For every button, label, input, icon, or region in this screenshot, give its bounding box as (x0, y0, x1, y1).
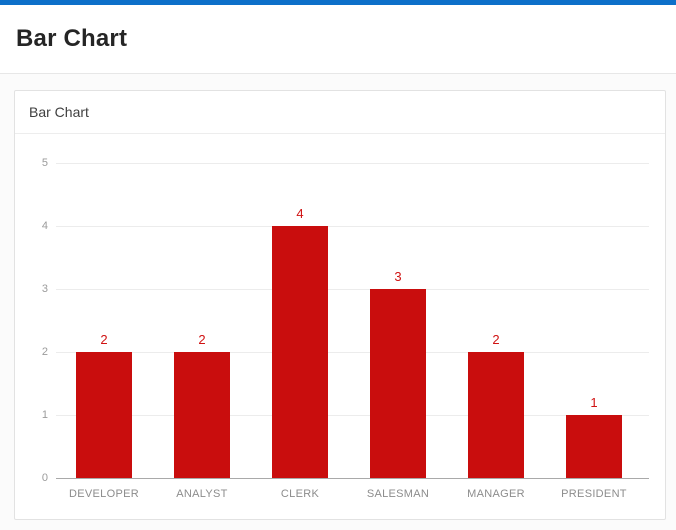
y-axis-tick-label: 1 (41, 409, 48, 421)
bar-value-label: 2 (100, 332, 108, 347)
x-axis-category-label: PRESIDENT (561, 488, 627, 500)
bar-developer[interactable] (76, 352, 132, 478)
bar-value-label: 4 (296, 206, 304, 221)
x-axis-category-label: DEVELOPER (69, 488, 139, 500)
x-axis-category-label: MANAGER (467, 488, 525, 500)
gridline (56, 352, 649, 353)
gridline (56, 289, 649, 290)
x-axis-category-label: SALESMAN (366, 488, 430, 500)
page-header: Bar Chart (0, 5, 676, 74)
y-axis-tick-label: 3 (41, 283, 48, 295)
bar-manager[interactable] (468, 352, 524, 478)
page-body: Bar Chart 0 1 2 3 4 5 2 DEVELOPER 2 ANALYST 4 CLERK… (0, 75, 676, 530)
y-axis-tick-label: 5 (41, 157, 48, 169)
bar-chart: 0 1 2 3 4 5 2 DEVELOPER 2 ANALYST 4 CLERK 3 SALESMAN 2… (15, 91, 665, 519)
bar-value-label: 2 (492, 332, 500, 347)
x-axis-baseline (56, 478, 649, 479)
bar-value-label: 2 (198, 332, 206, 347)
bar-analyst[interactable] (174, 352, 230, 478)
bar-salesman[interactable] (370, 289, 426, 478)
y-axis-tick-label: 4 (41, 220, 48, 232)
x-axis-category-label: CLERK (280, 488, 320, 500)
gridline (56, 415, 649, 416)
bar-value-label: 3 (394, 269, 402, 284)
bar-value-label: 1 (590, 395, 598, 410)
card-header: Bar Chart (15, 91, 665, 134)
x-axis-category-label: ANALYST (176, 488, 228, 500)
top-accent-bar (0, 0, 676, 5)
y-axis-tick-label: 2 (41, 346, 48, 358)
chart-region-card: Bar Chart 0 1 2 3 4 5 2 DEVELOPER 2 ANALYST 4 CLERK… (14, 90, 666, 520)
card-title: Bar Chart (29, 104, 89, 120)
bar-clerk[interactable] (272, 226, 328, 478)
page-title: Bar Chart (16, 25, 128, 52)
gridline (56, 163, 649, 164)
bar-president[interactable] (566, 415, 622, 478)
gridline (56, 226, 649, 227)
y-axis-tick-label: 0 (41, 472, 48, 484)
